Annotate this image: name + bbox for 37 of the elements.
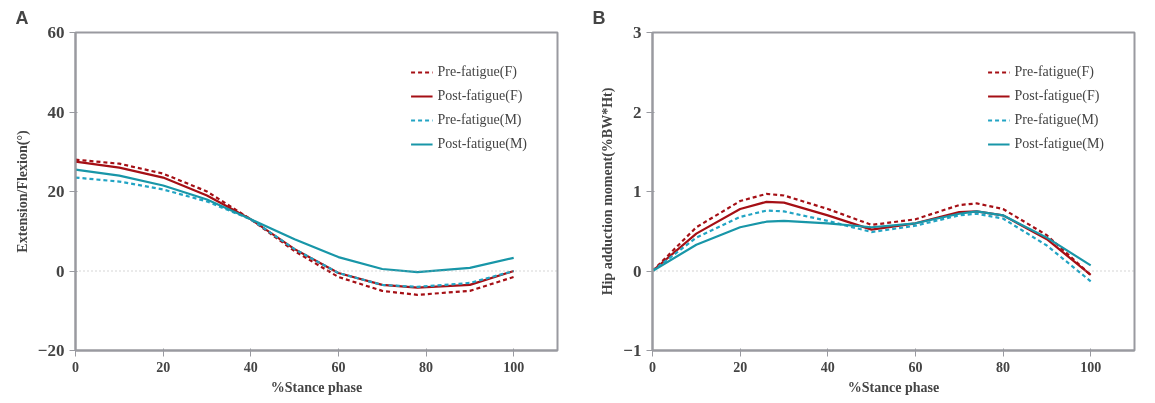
legend-label: Post-fatigue(F) [437,88,523,104]
line-series [75,168,515,274]
y-tick-label: −1 [623,341,642,360]
x-tick-label: 0 [72,359,79,375]
legend-label: Pre-fatigue(F) [437,64,517,80]
text: B [592,7,606,28]
x-tick-label: 100 [1080,359,1102,375]
y-tick-label: 2 [633,102,642,122]
y-tick-label: 0 [633,261,642,281]
y-tick-label: 60 [47,23,65,42]
y-axis-title: Hip adduction moment(%BW*Ht) [600,87,617,296]
x-tick-label: 80 [996,359,1011,375]
legend-label: Post-fatigue(M) [437,136,527,152]
x-tick-label: 20 [733,359,748,375]
y-tick-label: 0 [56,261,65,281]
legend-label: Post-fatigue(F) [1014,88,1100,104]
y-tick-label: −20 [37,341,65,360]
x-tick-label: 60 [331,359,346,375]
x-axis-title: %Stance phase [847,379,940,395]
y-tick-label: 40 [47,102,65,122]
x-tick-label: 20 [156,359,171,375]
x-axis-title: %Stance phase [270,379,363,395]
legend-label: Pre-fatigue(F) [1014,64,1094,80]
y-tick-label: 1 [633,182,642,201]
legend-label: Post-fatigue(M) [1014,136,1104,152]
y-tick-label: 3 [633,23,642,42]
y-tick-label: 20 [47,182,65,201]
legend-label: Pre-fatigue(M) [1014,112,1099,128]
legend-label: Pre-fatigue(M) [437,112,522,128]
text: A [15,7,29,28]
y-axis-title: Extension/Flexion(°) [14,130,31,253]
x-tick-label: 40 [820,359,835,375]
x-tick-label: 100 [503,359,525,375]
x-tick-label: 60 [908,359,923,375]
x-tick-label: 40 [243,359,258,375]
x-tick-label: 0 [649,359,656,375]
x-tick-label: 80 [419,359,434,375]
